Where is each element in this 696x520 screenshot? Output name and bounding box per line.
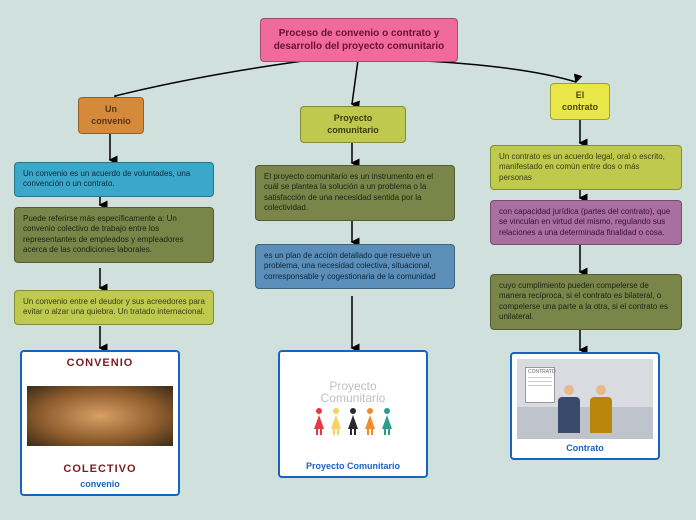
title-node: Proceso de convenio o contrato y desarro… (260, 18, 458, 62)
contract-doc: CONTRATO (525, 367, 555, 403)
proyecto-caption: Proyecto Comunitario (285, 461, 421, 471)
contrato-box-2: con capacidad jurídica (partes del contr… (490, 200, 682, 245)
convenio-box-3-text: Un convenio entre el deudor y sus acreed… (23, 297, 205, 316)
header-proyecto: Proyecto comunitario (300, 106, 406, 143)
convenio-box-1: Un convenio es un acuerdo de voluntades,… (14, 162, 214, 197)
convenio-img-top: CONVENIO (67, 357, 134, 369)
proyecto-image-card: Proyecto Comunitario Proyecto Comunitari… (278, 350, 428, 478)
contrato-image-card: CONTRATO Contrato (510, 352, 660, 460)
header-contrato: El contrato (550, 83, 610, 120)
header-convenio: Un convenio (78, 97, 144, 134)
proyecto-box-1: El proyecto comunitario es un instrument… (255, 165, 455, 221)
header-proyecto-text: Proyecto comunitario (327, 113, 379, 135)
title-text: Proceso de convenio o contrato y desarro… (274, 28, 445, 52)
proyecto-img-t2: Comunitario (321, 392, 386, 404)
contrato-box-3-text: cuyo cumplimiento pueden compelerse de m… (499, 281, 668, 321)
contract-doc-label: CONTRATO (528, 369, 556, 375)
header-contrato-text: El contrato (562, 90, 598, 112)
convenio-box-3: Un convenio entre el deudor y sus acreed… (14, 290, 214, 325)
person-1 (556, 385, 582, 435)
convenio-image-card: CONVENIO COLECTIVO convenio (20, 350, 180, 496)
contrato-box-2-text: con capacidad jurídica (partes del contr… (499, 207, 670, 237)
contrato-box-1-text: Un contrato es un acuerdo legal, oral o … (499, 152, 665, 182)
person-2 (588, 385, 614, 435)
header-convenio-text: Un convenio (91, 104, 131, 126)
convenio-caption: convenio (27, 479, 173, 489)
proyecto-box-2: es un plan de acción detallado que resue… (255, 244, 455, 289)
hands-graphic (27, 386, 173, 446)
convenio-img-bottom: COLECTIVO (63, 463, 136, 475)
convenio-box-1-text: Un convenio es un acuerdo de voluntades,… (23, 169, 190, 188)
contrato-box-1: Un contrato es un acuerdo legal, oral o … (490, 145, 682, 190)
contrato-box-3: cuyo cumplimiento pueden compelerse de m… (490, 274, 682, 330)
convenio-box-2-text: Puede referirse más específicamente a: U… (23, 214, 184, 254)
contract-scene: CONTRATO (517, 359, 653, 439)
proyecto-box-1-text: El proyecto comunitario es un instrument… (264, 172, 433, 212)
convenio-box-2: Puede referirse más específicamente a: U… (14, 207, 214, 263)
stick-figures (312, 408, 394, 434)
proyecto-box-2-text: es un plan de acción detallado que resue… (264, 251, 436, 281)
contrato-caption: Contrato (517, 443, 653, 453)
